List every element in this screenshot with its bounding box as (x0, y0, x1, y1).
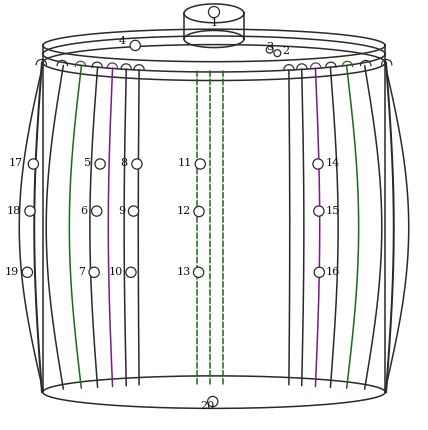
Circle shape (22, 267, 33, 278)
Circle shape (208, 396, 218, 407)
Circle shape (126, 267, 136, 278)
Circle shape (194, 207, 204, 217)
Text: 8: 8 (120, 158, 128, 168)
Text: 6: 6 (80, 206, 88, 216)
Circle shape (274, 51, 281, 58)
Circle shape (266, 47, 273, 54)
Circle shape (313, 160, 323, 170)
Text: 10: 10 (109, 266, 123, 276)
Circle shape (314, 267, 324, 278)
Circle shape (95, 160, 105, 170)
Text: 15: 15 (326, 206, 340, 216)
Circle shape (314, 206, 324, 217)
Text: 3: 3 (266, 42, 273, 52)
Text: 17: 17 (9, 158, 23, 168)
Text: 7: 7 (79, 266, 86, 276)
Text: 20: 20 (200, 400, 215, 410)
Circle shape (89, 267, 99, 278)
Text: 16: 16 (326, 266, 340, 276)
Text: 11: 11 (178, 158, 192, 168)
Circle shape (25, 206, 35, 217)
Text: 19: 19 (4, 266, 18, 276)
Text: 13: 13 (176, 266, 190, 276)
Text: 18: 18 (6, 206, 21, 216)
Circle shape (195, 160, 205, 170)
Circle shape (130, 41, 140, 52)
Circle shape (28, 160, 39, 170)
Text: 12: 12 (176, 206, 190, 216)
Circle shape (193, 267, 204, 278)
Text: 9: 9 (118, 206, 125, 216)
Circle shape (92, 206, 102, 217)
Circle shape (128, 206, 139, 217)
Circle shape (132, 160, 142, 170)
Text: 14: 14 (325, 158, 339, 168)
Text: 1: 1 (211, 18, 217, 28)
Text: 2: 2 (282, 46, 290, 55)
Text: 4: 4 (119, 36, 126, 46)
Text: 5: 5 (84, 158, 91, 168)
